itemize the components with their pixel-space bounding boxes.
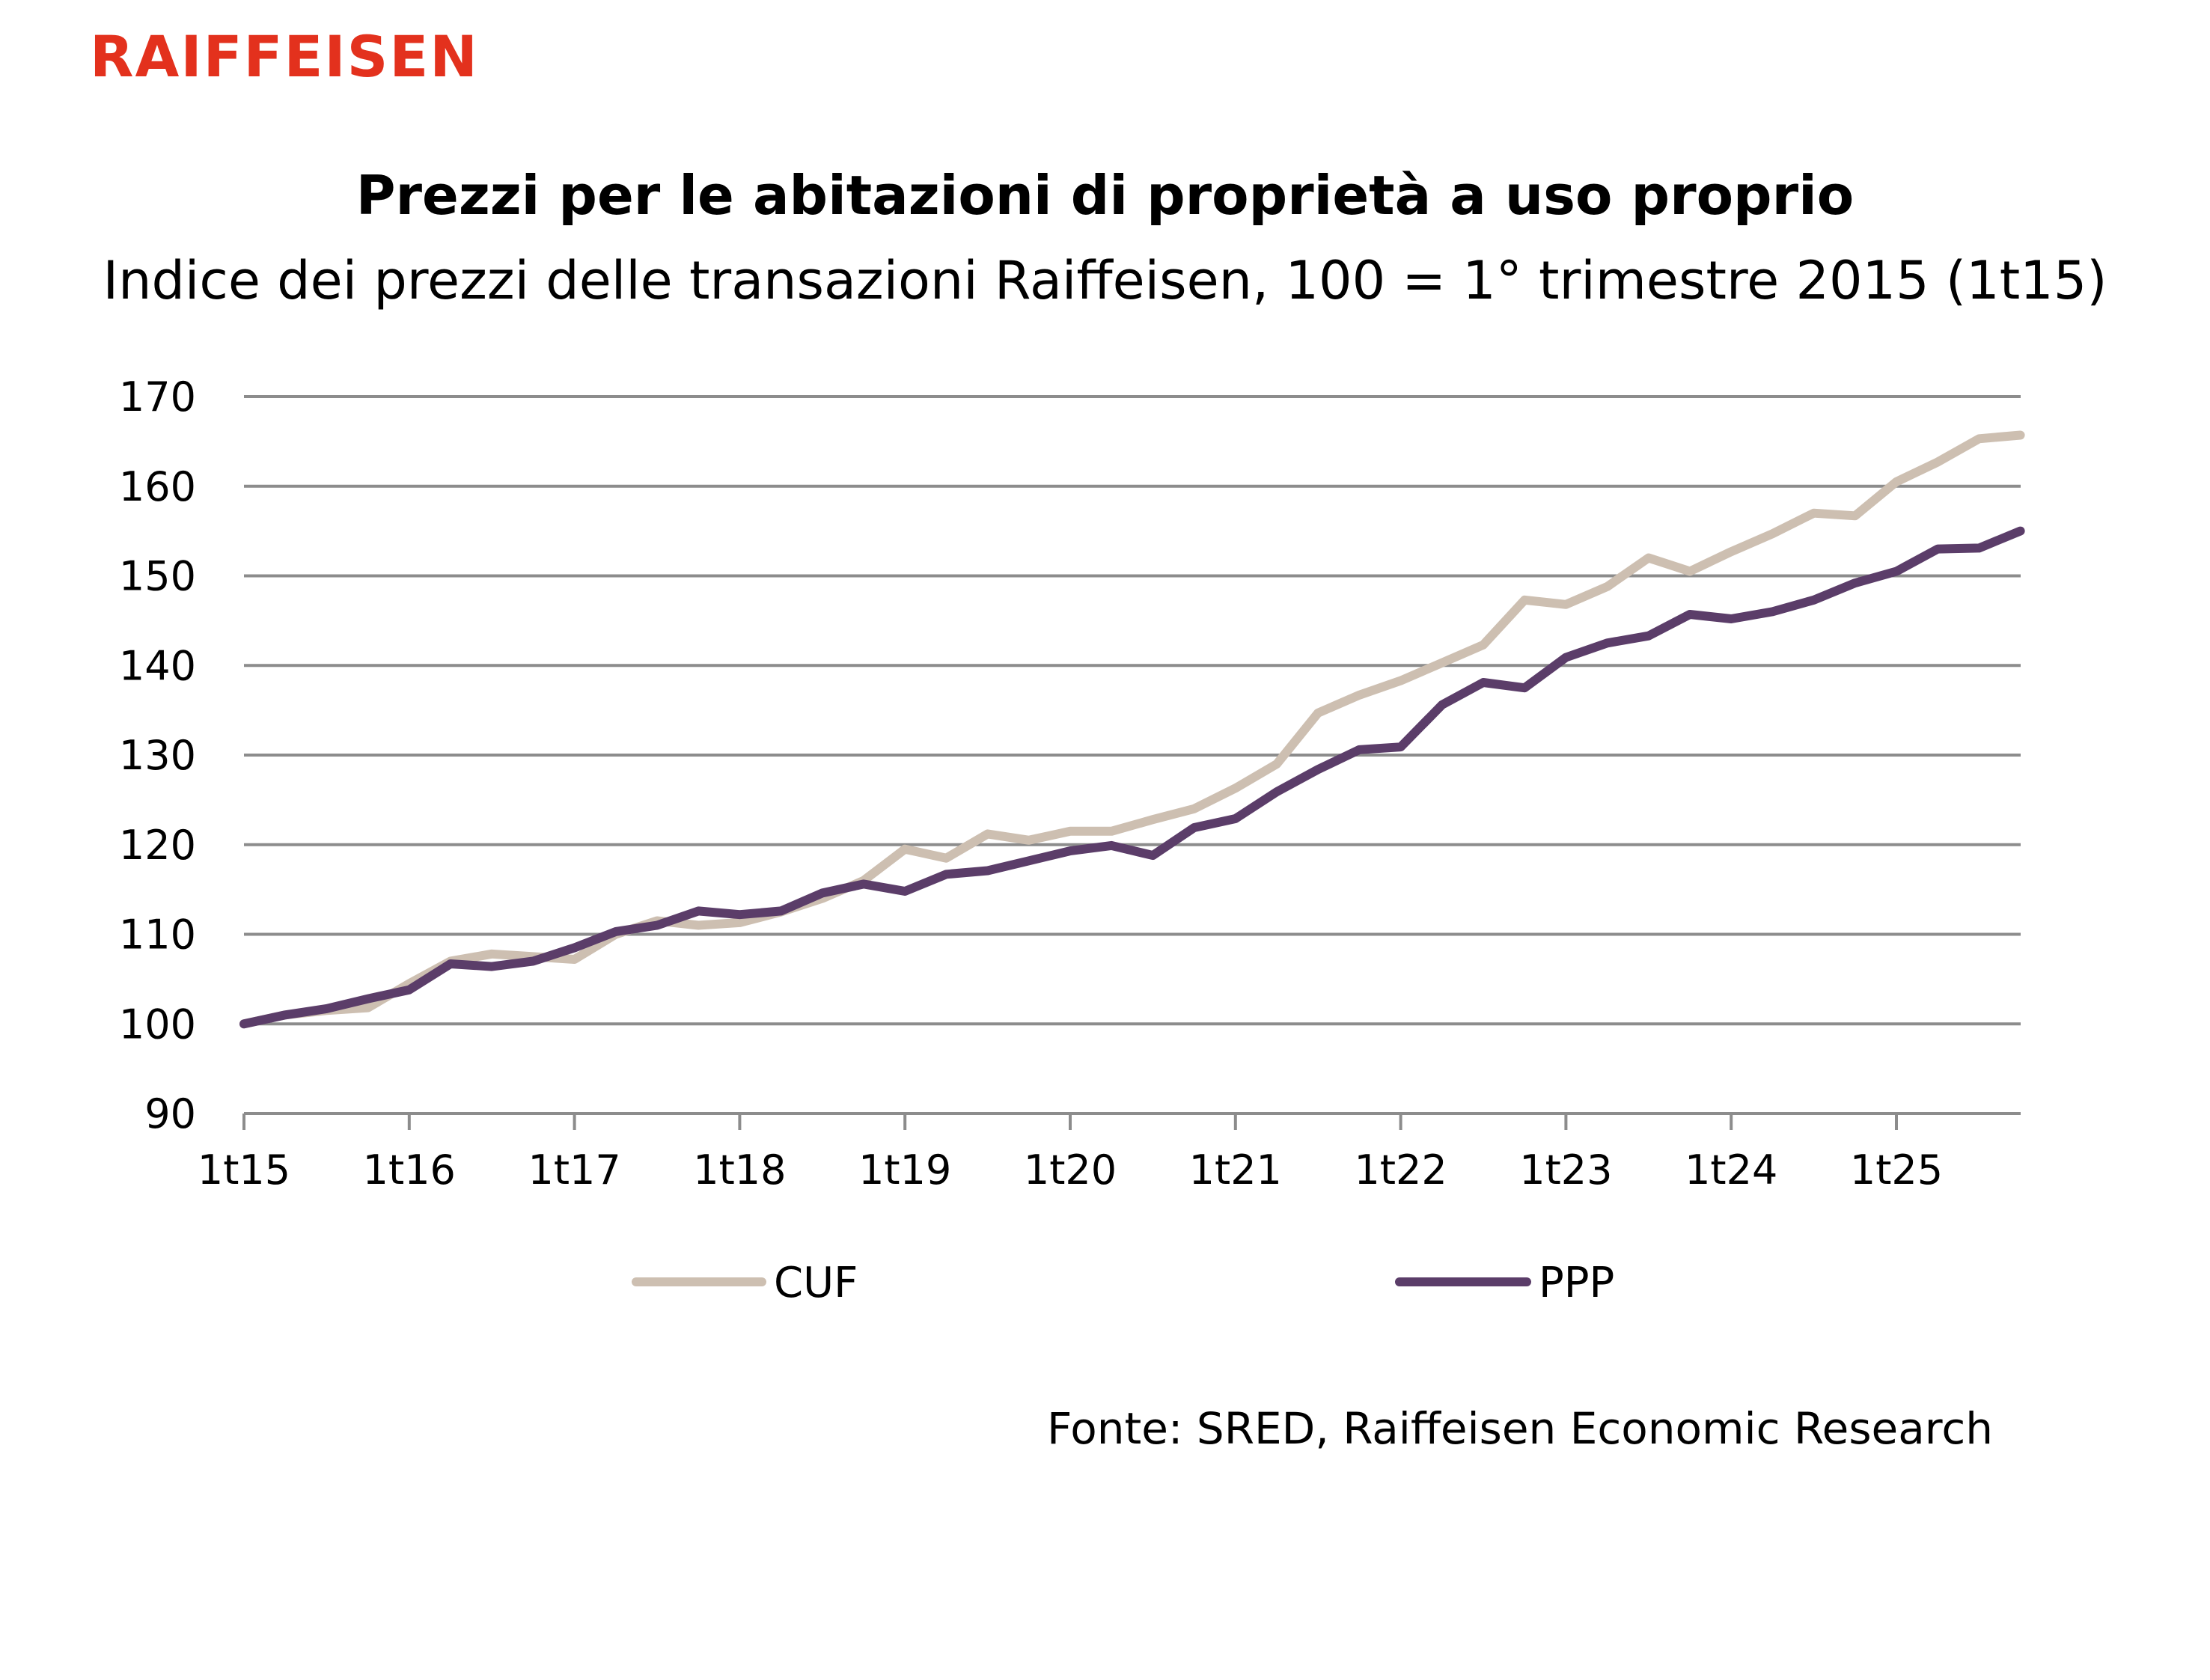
x-tick-label: 1t17	[528, 1146, 620, 1194]
x-tick-label: 1t16	[363, 1146, 456, 1194]
x-tick-label: 1t25	[1850, 1146, 1943, 1194]
y-tick-label: 140	[119, 642, 196, 689]
chart-subtitle: Indice dei prezzi delle transazioni Raif…	[103, 250, 2107, 311]
series-line-ppp	[239, 526, 2025, 1029]
legend: CUF PPP	[632, 1259, 1614, 1307]
raiffeisen-logo: RAIFFEISEN	[90, 23, 479, 90]
gridlines	[244, 395, 2021, 1026]
y-tick-label: 130	[119, 732, 196, 779]
legend-label-cuf: CUF	[774, 1259, 858, 1307]
y-axis: 90 100 110 120 130 140 150 160 170	[119, 373, 196, 1137]
y-tick-label: 100	[119, 1001, 196, 1048]
x-tick-label: 1t24	[1685, 1146, 1777, 1194]
x-tick-label: 1t18	[693, 1146, 786, 1194]
x-tick-label: 1t22	[1354, 1146, 1447, 1194]
y-tick-label: 90	[144, 1090, 196, 1137]
y-tick-label: 150	[119, 553, 196, 600]
x-tick-label: 1t23	[1519, 1146, 1612, 1194]
y-tick-label: 110	[119, 911, 196, 959]
x-tick-label: 1t19	[858, 1146, 951, 1194]
y-tick-label: 170	[119, 373, 196, 421]
series-lines	[239, 430, 2025, 1029]
chart-title: Prezzi per le abitazioni di proprietà a …	[355, 164, 1855, 227]
x-tick-label: 1t15	[198, 1146, 290, 1194]
y-tick-label: 120	[119, 822, 196, 869]
x-tick-label: 1t21	[1189, 1146, 1282, 1194]
legend-label-ppp: PPP	[1539, 1259, 1614, 1307]
x-tick-label: 1t20	[1024, 1146, 1117, 1194]
y-tick-label: 160	[119, 463, 196, 510]
source-note: Fonte: SRED, Raiffeisen Economic Researc…	[1046, 1403, 1993, 1454]
x-axis: 1t15 1t16 1t17 1t18 1t19 1t20 1t21 1t22 1t23 1t24…	[198, 1112, 2021, 1194]
